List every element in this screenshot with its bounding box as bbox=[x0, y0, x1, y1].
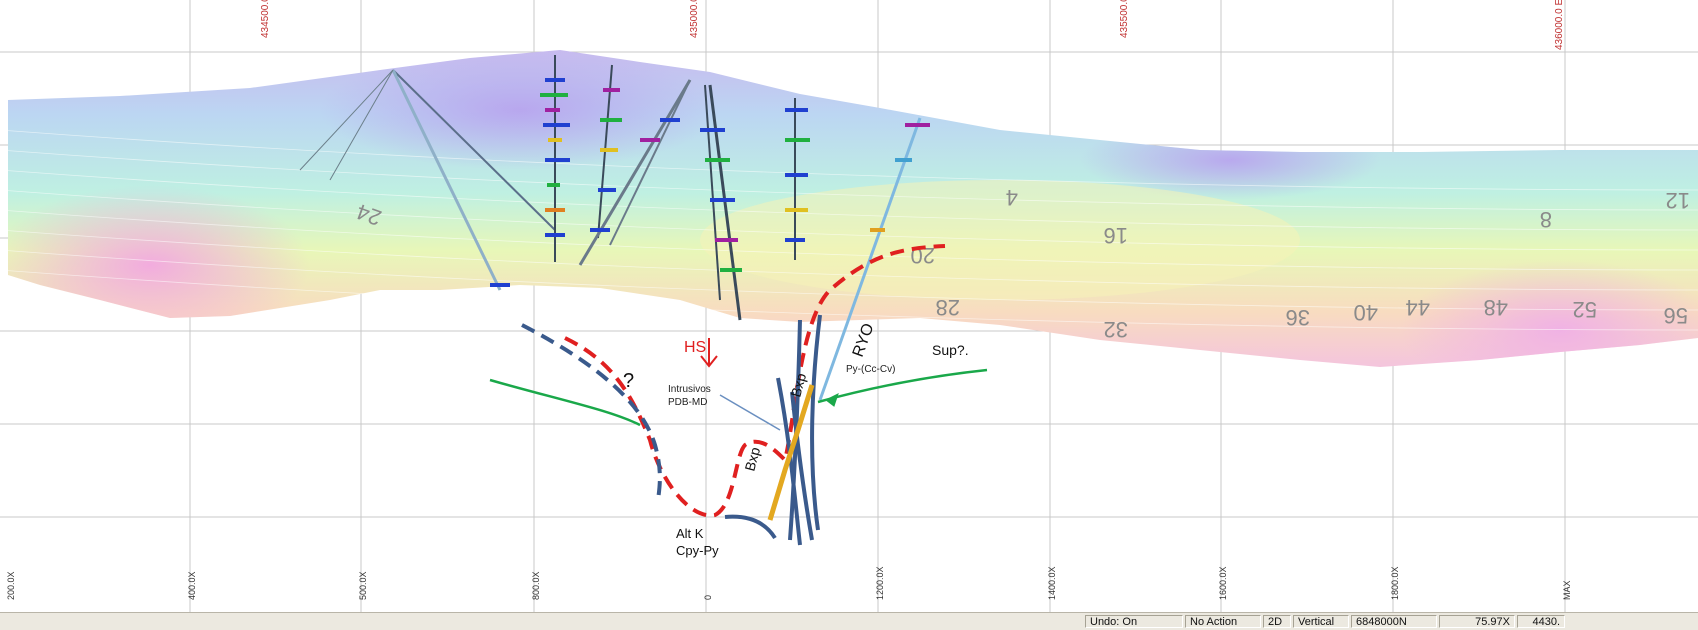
bottom-axis-label: 800.0X bbox=[531, 571, 541, 600]
blue-structure bbox=[724, 514, 777, 540]
section-northing-status: 6848000N bbox=[1351, 615, 1437, 628]
contour-label: 52 bbox=[1573, 297, 1597, 322]
red-dashed-contact bbox=[564, 244, 946, 518]
sup-label: Sup?. bbox=[932, 342, 969, 358]
pdb-md-label: PDB-MD bbox=[668, 397, 707, 408]
ryo-label: RYO bbox=[850, 321, 878, 359]
orientation-status[interactable]: Vertical bbox=[1293, 615, 1349, 628]
contour-label: 32 bbox=[1104, 317, 1128, 342]
zoom-status: 75.97X bbox=[1439, 615, 1515, 628]
bottom-axis: 200.0X 400.0X 500.0X 800.0X 0 1200.0X 14… bbox=[6, 566, 1572, 600]
bottom-axis-label: 1800.0X bbox=[1390, 566, 1400, 600]
action-status[interactable]: No Action bbox=[1185, 615, 1261, 628]
top-coordinate-label: 436000.0 E bbox=[1554, 0, 1565, 50]
drillhole-trace bbox=[391, 69, 502, 291]
bottom-axis-label: 1600.0X bbox=[1218, 566, 1228, 600]
drillhole-trace bbox=[818, 117, 922, 401]
bottom-axis-label: 200.0X bbox=[6, 571, 16, 600]
contour-label: 40 bbox=[1354, 300, 1378, 325]
drillhole-trace bbox=[299, 69, 394, 171]
question-label: ? bbox=[623, 370, 634, 392]
bottom-axis-label: 400.0X bbox=[187, 571, 197, 600]
intrusivos-label: Intrusivos bbox=[668, 384, 711, 395]
green-arrow-head bbox=[825, 393, 839, 407]
top-coordinate-label: 435500.0 E bbox=[1119, 0, 1130, 38]
blue-structure bbox=[790, 391, 814, 541]
green-contact bbox=[817, 368, 988, 404]
hs-arrow bbox=[700, 338, 718, 368]
bottom-axis-label: MAX bbox=[1562, 580, 1572, 600]
drillhole-trace bbox=[329, 69, 394, 181]
geophysics-band bbox=[8, 50, 1698, 367]
contour-label: 12 bbox=[1666, 188, 1690, 213]
green-contact bbox=[489, 378, 641, 427]
blue-structure bbox=[776, 377, 802, 546]
contour-label: 56 bbox=[1664, 303, 1688, 328]
bottom-axis-label: 0 bbox=[703, 595, 713, 600]
undo-status[interactable]: Undo: On bbox=[1085, 615, 1183, 628]
drillhole-trace bbox=[609, 79, 691, 246]
drillhole-trace bbox=[578, 79, 692, 266]
cross-section-canvas[interactable]: 4 8 12 16 20 24 28 32 36 40 44 48 52 56 bbox=[0, 0, 1698, 612]
top-coordinate-label: 434500.0 E bbox=[260, 0, 271, 38]
blue-structure bbox=[810, 314, 822, 531]
intrusivos-leader bbox=[719, 394, 781, 431]
contour-label: 8 bbox=[1540, 207, 1552, 232]
contour-label: 16 bbox=[1104, 223, 1128, 248]
drillhole-assay-bars bbox=[490, 78, 930, 287]
drillhole-trace bbox=[704, 84, 721, 301]
section-viewport[interactable]: 4 8 12 16 20 24 28 32 36 40 44 48 52 56 bbox=[0, 0, 1698, 612]
bxp-label: Bxp bbox=[787, 371, 809, 399]
alt-k-label: Alt K bbox=[676, 526, 704, 541]
bxp-label: Bxp bbox=[741, 445, 763, 473]
drillhole-trace bbox=[708, 84, 742, 321]
top-coordinate-axis: 434500.0 E 435000.0 E 435500.0 E 436000.… bbox=[260, 0, 1565, 50]
bottom-axis-label: 1400.0X bbox=[1047, 566, 1057, 600]
drillhole-trace bbox=[392, 69, 556, 231]
contour-label: 4 bbox=[1006, 185, 1018, 210]
contour-label: 28 bbox=[936, 295, 960, 320]
contour-label: 44 bbox=[1406, 295, 1430, 320]
status-bar: Undo: On No Action 2D Vertical 6848000N … bbox=[0, 612, 1698, 630]
cpy-py-label: Cpy-Py bbox=[676, 543, 719, 558]
elevation-status: 4430. bbox=[1517, 615, 1565, 628]
view-mode-status[interactable]: 2D bbox=[1263, 615, 1291, 628]
bottom-axis-label: 500.0X bbox=[358, 571, 368, 600]
annotations: HS ? Intrusivos PDB-MD Bxp Bxp RYO Sup?.… bbox=[623, 321, 969, 558]
blue-dashed-contact bbox=[521, 323, 662, 501]
hs-label: HS bbox=[684, 339, 706, 356]
interpretation-lines bbox=[489, 244, 988, 546]
contour-label: 48 bbox=[1484, 295, 1508, 320]
bottom-axis-label: 1200.0X bbox=[875, 566, 885, 600]
orange-vein bbox=[767, 384, 815, 521]
contour-label: 36 bbox=[1286, 305, 1310, 330]
drill-holes bbox=[299, 55, 922, 401]
py-cc-cv-label: Py-(Cc-Cv) bbox=[846, 364, 895, 375]
top-coordinate-label: 435000.0 E bbox=[689, 0, 700, 38]
contour-labels: 4 8 12 16 20 24 28 32 36 40 44 48 52 56 bbox=[353, 185, 1690, 342]
